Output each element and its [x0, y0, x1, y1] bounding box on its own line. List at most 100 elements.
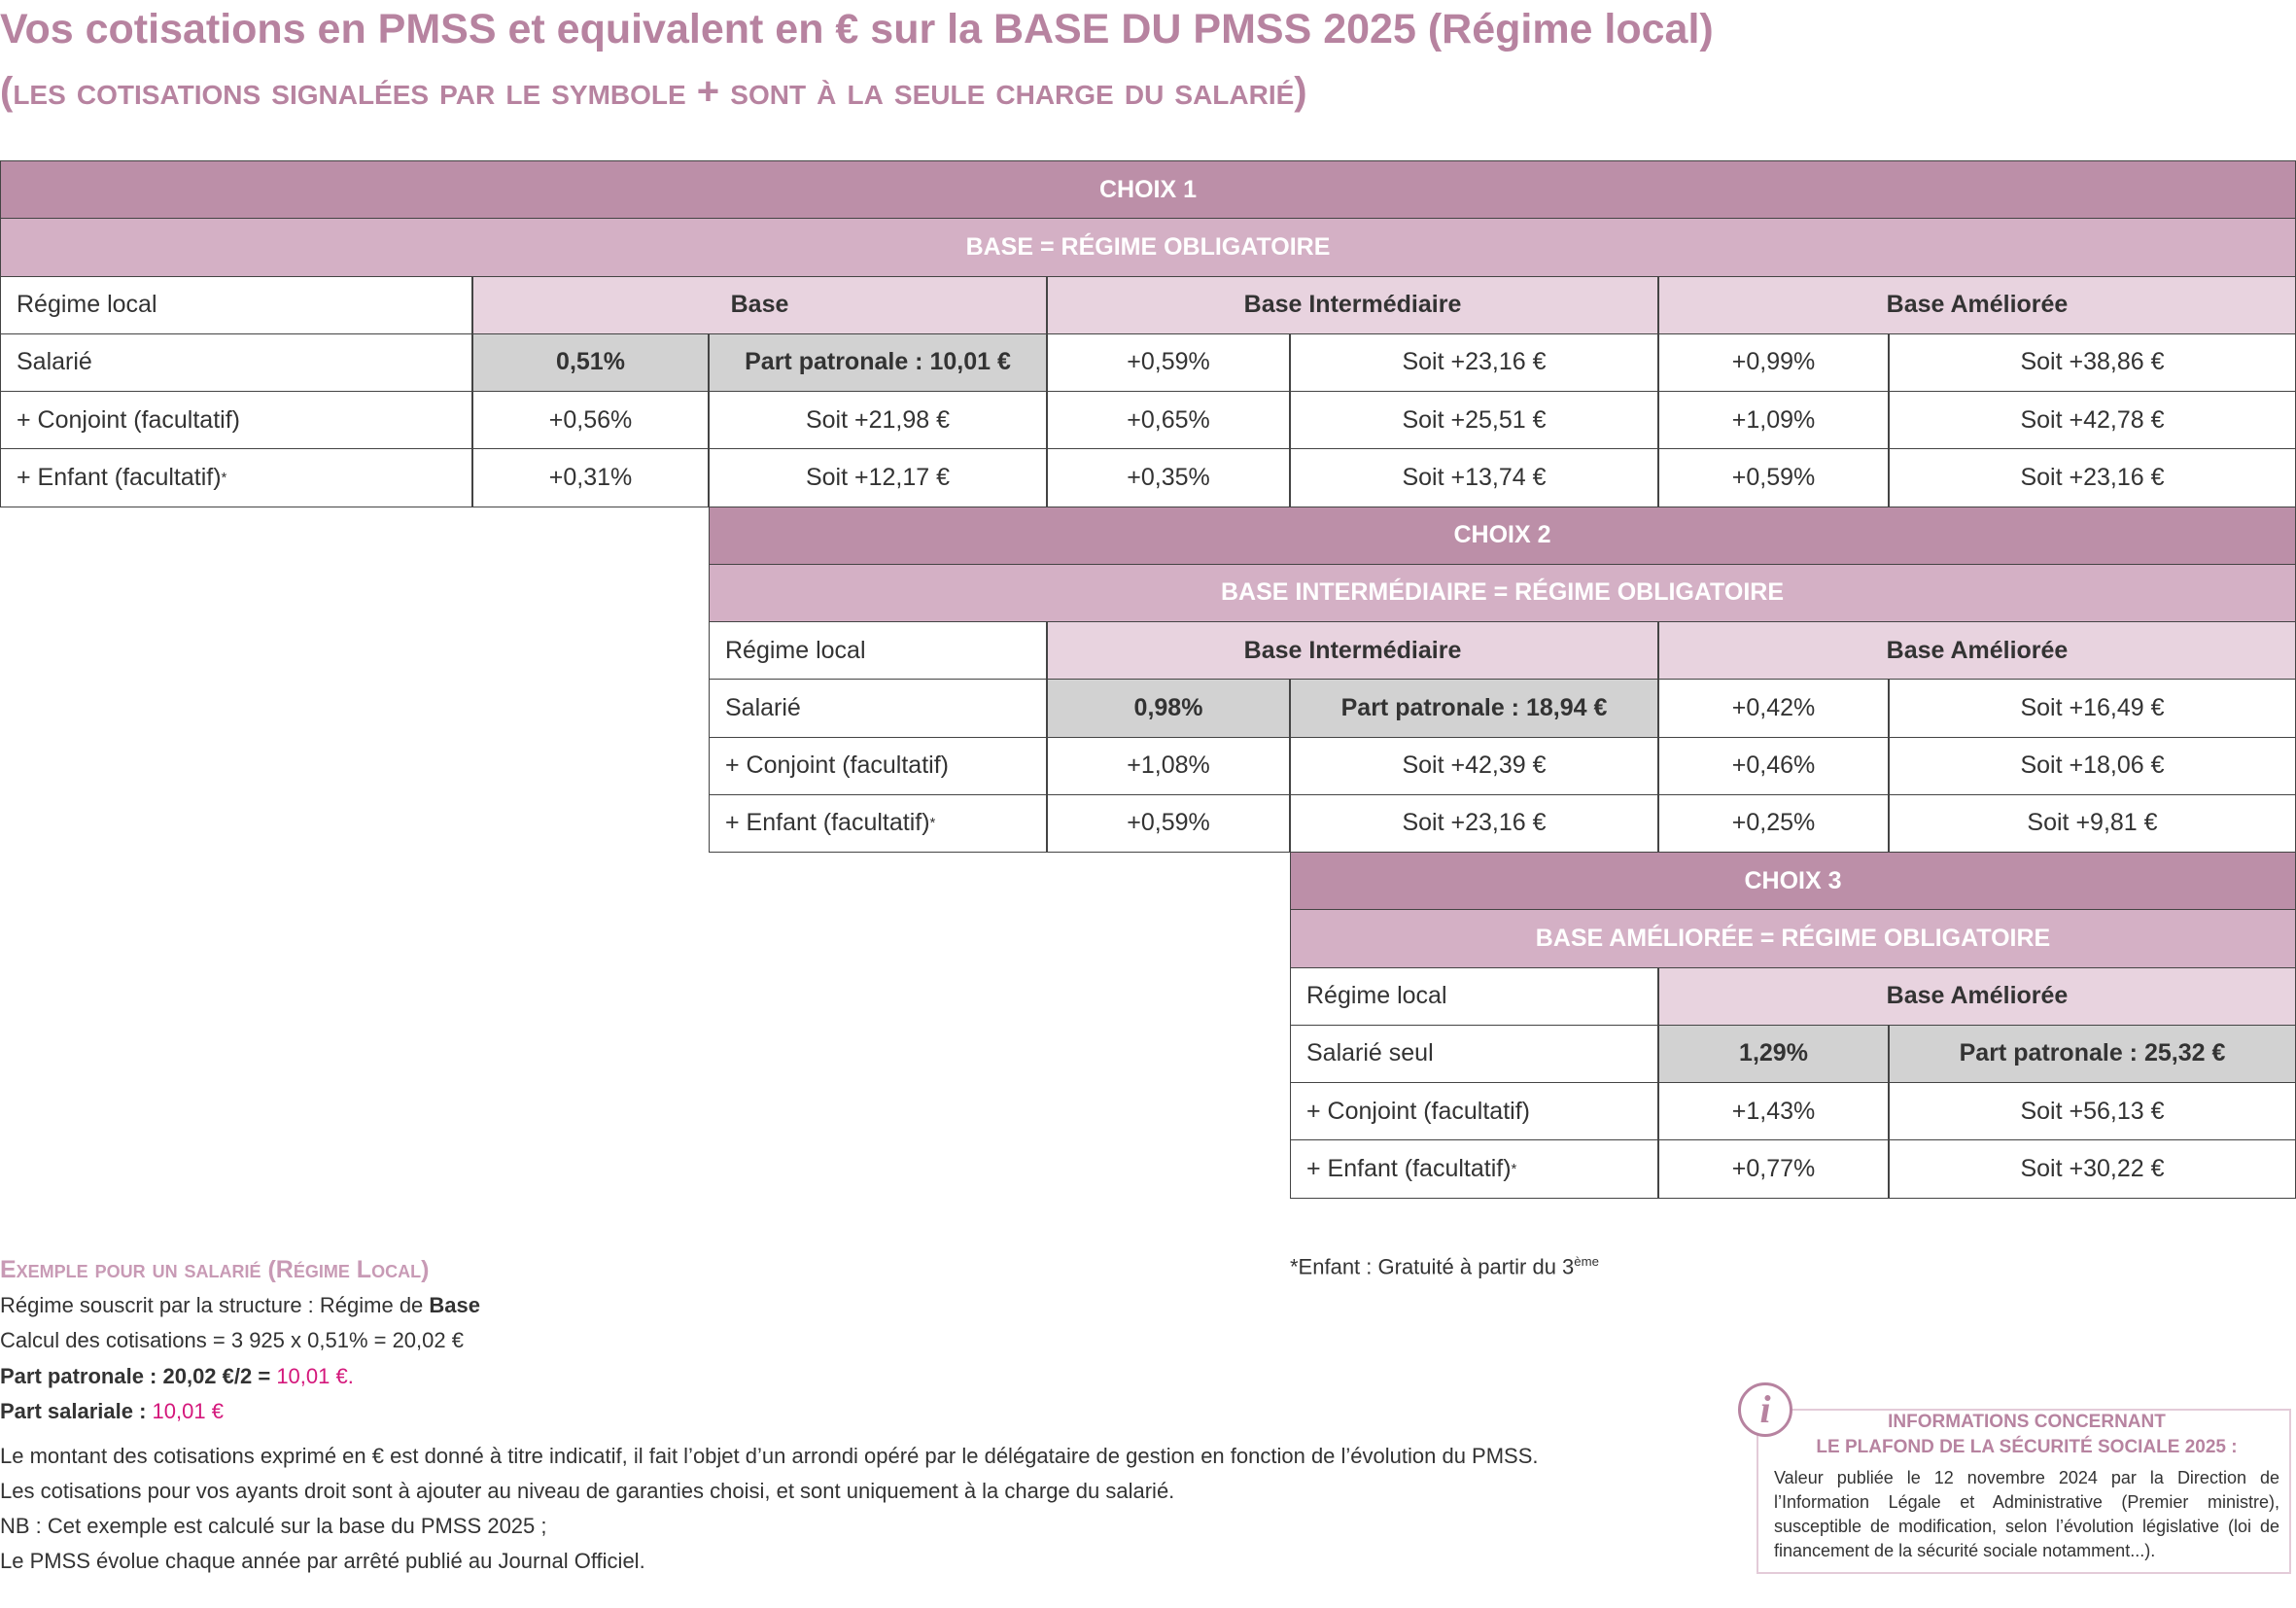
row-label: Salarié seul	[1290, 1024, 1658, 1083]
example-segment: Régime souscrit par la structure : Régim…	[0, 1293, 430, 1317]
value-cell: Soit +23,16 €	[1889, 448, 2296, 507]
row-label: Salarié	[0, 332, 472, 392]
header-cell: Base	[472, 275, 1047, 334]
example-line: Part patronale : 20,02 €/2 = 10,01 €.	[0, 1364, 354, 1389]
value-cell: +0,77%	[1658, 1139, 1889, 1199]
example-segment: Base	[429, 1293, 480, 1317]
example-segment: Calcul des cotisations = 3 925 x 0,51% =…	[0, 1328, 464, 1353]
footnote-text: *Enfant : Gratuité à partir du 3	[1290, 1254, 1575, 1279]
example-segment: 10,01 €	[152, 1398, 224, 1423]
value-cell: Soit +13,74 €	[1290, 448, 1658, 507]
value-cell: +0,59%	[1047, 793, 1290, 853]
value-cell: Part patronale : 25,32 €	[1889, 1024, 2296, 1083]
row-label: Salarié	[709, 679, 1047, 738]
value-cell: +1,09%	[1658, 391, 1889, 450]
value-cell: +0,25%	[1658, 793, 1889, 853]
row-label: + Enfant (facultatif) *	[709, 793, 1047, 853]
value-cell: +0,99%	[1658, 332, 1889, 392]
value-cell: +0,59%	[1658, 448, 1889, 507]
value-cell: 0,98%	[1047, 679, 1290, 738]
header-cell: Base Intermédiaire	[1047, 621, 1658, 681]
row-label-text: + Conjoint (facultatif)	[725, 752, 949, 780]
value-cell: Soit +21,98 €	[709, 391, 1047, 450]
example-segment: 10,01 €.	[276, 1363, 354, 1388]
example-title: Exemple pour un salarié (Régime Local)	[0, 1256, 430, 1283]
header-cell: Régime local	[1290, 966, 1658, 1026]
choice-title: CHOIX 2	[709, 506, 2296, 565]
value-cell: Soit +56,13 €	[1889, 1082, 2296, 1141]
row-label-sup: *	[1511, 1160, 1517, 1177]
row-label-sup: *	[929, 815, 936, 832]
row-label: + Enfant (facultatif) *	[1290, 1139, 1658, 1199]
value-cell: +0,56%	[472, 391, 709, 450]
row-label-text: + Enfant (facultatif)	[17, 463, 222, 491]
row-label-text: Salarié	[17, 348, 92, 376]
value-cell: +0,42%	[1658, 679, 1889, 738]
info-title: INFORMATIONS CONCERNANT LE PLAFOND DE LA…	[1789, 1410, 2265, 1460]
row-label-text: + Enfant (facultatif)	[725, 809, 930, 837]
example-note: NB : Cet exemple est calculé sur la base…	[0, 1514, 547, 1538]
subtitle: (les cotisations signalées par le symbol…	[0, 70, 1307, 113]
header-cell: Régime local	[0, 275, 472, 334]
row-label-text: + Enfant (facultatif)	[1306, 1154, 1512, 1182]
header-cell: Régime local	[709, 621, 1047, 681]
example-segment: Part patronale : 20,02 €/2 =	[0, 1363, 277, 1388]
choice-subtitle: BASE INTERMÉDIAIRE = RÉGIME OBLIGATOIRE	[709, 563, 2296, 622]
value-cell: Soit +42,39 €	[1290, 736, 1658, 795]
row-label-text: + Conjoint (facultatif)	[17, 405, 240, 434]
value-cell: 1,29%	[1658, 1024, 1889, 1083]
row-label: + Enfant (facultatif) *	[0, 448, 472, 507]
info-body: Valeur publiée le 12 novembre 2024 par l…	[1774, 1468, 2279, 1560]
value-cell: +0,46%	[1658, 736, 1889, 795]
header-cell: Base Améliorée	[1658, 966, 2296, 1026]
value-cell: +0,59%	[1047, 332, 1290, 392]
choice-title: CHOIX 1	[0, 160, 2296, 220]
row-label: + Conjoint (facultatif)	[0, 391, 472, 450]
choice-subtitle: BASE AMÉLIORÉE = RÉGIME OBLIGATOIRE	[1290, 909, 2296, 968]
value-cell: +1,08%	[1047, 736, 1290, 795]
row-label-text: + Conjoint (facultatif)	[1306, 1097, 1530, 1125]
footnote-sup: ème	[1574, 1254, 1599, 1269]
footnote: *Enfant : Gratuité à partir du 3ème	[1290, 1254, 1599, 1279]
info-icon: i	[1738, 1382, 1792, 1437]
value-cell: +0,31%	[472, 448, 709, 507]
info-title-line: INFORMATIONS CONCERNANT	[1888, 1412, 2166, 1432]
value-cell: Soit +30,22 €	[1889, 1139, 2296, 1199]
example-note: Le PMSS évolue chaque année par arrêté p…	[0, 1549, 645, 1573]
value-cell: Soit +25,51 €	[1290, 391, 1658, 450]
row-label-text: Salarié seul	[1306, 1039, 1434, 1067]
row-label-sup: *	[221, 469, 227, 486]
value-cell: Soit +38,86 €	[1889, 332, 2296, 392]
example-note: Le montant des cotisations exprimé en € …	[0, 1444, 1539, 1468]
row-label: + Conjoint (facultatif)	[1290, 1082, 1658, 1141]
value-cell: Soit +18,06 €	[1889, 736, 2296, 795]
example-line: Part salariale : 10,01 €	[0, 1399, 224, 1424]
example-note: Les cotisations pour vos ayants droit so…	[0, 1479, 1175, 1503]
value-cell: Soit +42,78 €	[1889, 391, 2296, 450]
value-cell: Soit +9,81 €	[1889, 793, 2296, 853]
value-cell: +0,35%	[1047, 448, 1290, 507]
title: Vos cotisations en PMSS et equivalent en…	[0, 6, 1714, 52]
row-label-text: Salarié	[725, 693, 801, 721]
example-segment: Part salariale :	[0, 1398, 153, 1423]
value-cell: Soit +23,16 €	[1290, 332, 1658, 392]
value-cell: Soit +23,16 €	[1290, 793, 1658, 853]
choice-subtitle: BASE = RÉGIME OBLIGATOIRE	[0, 218, 2296, 277]
value-cell: +0,65%	[1047, 391, 1290, 450]
header-cell: Base Améliorée	[1658, 275, 2296, 334]
header-cell: Base Améliorée	[1658, 621, 2296, 681]
example-line: Régime souscrit par la structure : Régim…	[0, 1293, 480, 1318]
value-cell: Soit +16,49 €	[1889, 679, 2296, 738]
value-cell: Soit +12,17 €	[709, 448, 1047, 507]
choice-title: CHOIX 3	[1290, 852, 2296, 911]
value-cell: Part patronale : 18,94 €	[1290, 679, 1658, 738]
value-cell: Part patronale : 10,01 €	[709, 332, 1047, 392]
example-line: Calcul des cotisations = 3 925 x 0,51% =…	[0, 1328, 464, 1353]
header-cell: Base Intermédiaire	[1047, 275, 1658, 334]
info-box	[1757, 1409, 2291, 1574]
value-cell: 0,51%	[472, 332, 709, 392]
value-cell: +1,43%	[1658, 1082, 1889, 1141]
row-label: + Conjoint (facultatif)	[709, 736, 1047, 795]
info-title-line: LE PLAFOND DE LA SÉCURITÉ SOCIALE 2025 :	[1816, 1437, 2238, 1457]
